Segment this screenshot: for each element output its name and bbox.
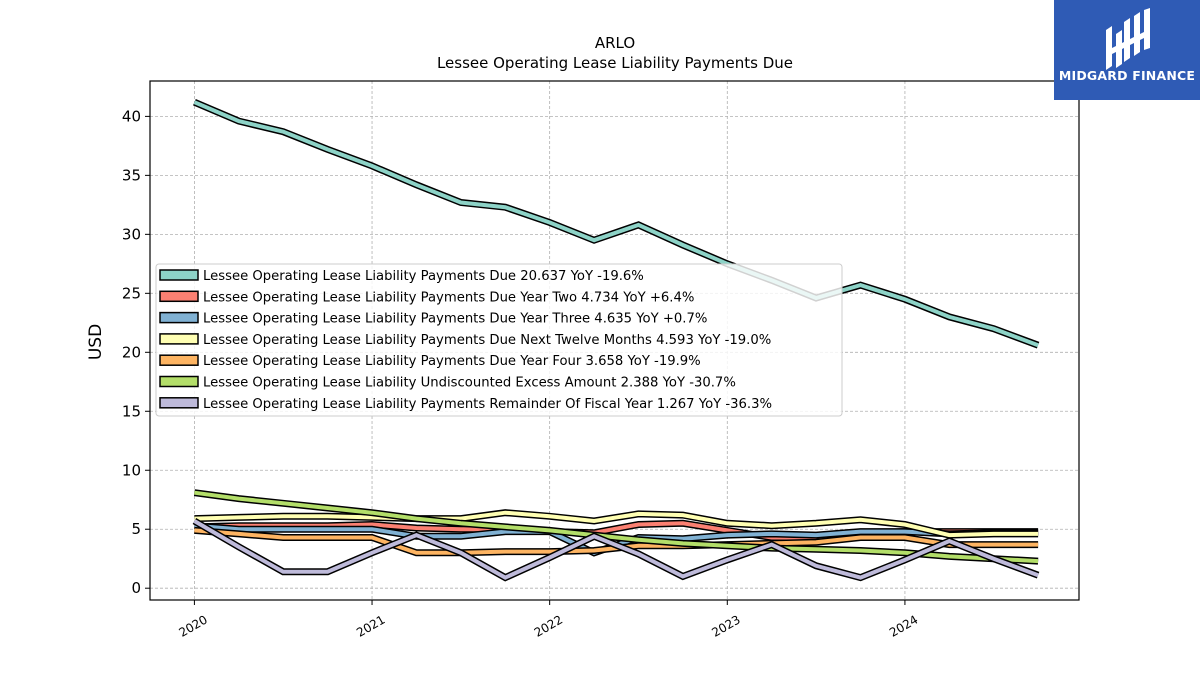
legend-entry: Lessee Operating Lease Liability Payment… (203, 312, 707, 327)
x-tick-label: 2022 (532, 612, 565, 639)
y-tick-label: 0 (131, 579, 141, 597)
legend-entry: Lessee Operating Lease Liability Payment… (203, 397, 772, 412)
x-tick-label: 2020 (176, 612, 209, 639)
legend-entry: Lessee Operating Lease Liability Undisco… (203, 376, 736, 391)
legend: Lessee Operating Lease Liability Payment… (155, 263, 843, 417)
legend-swatch (159, 397, 199, 409)
legend-entry: Lessee Operating Lease Liability Payment… (203, 269, 644, 284)
y-tick-label: 20 (122, 343, 141, 361)
y-tick-label: 25 (122, 284, 141, 302)
series-line (192, 517, 1040, 582)
y-tick-label: 10 (122, 461, 141, 479)
legend-swatch (159, 290, 199, 303)
y-tick-label: 30 (122, 225, 141, 243)
legend-swatch (159, 375, 199, 388)
x-tick-label: 2021 (354, 612, 387, 639)
series-line-fill (194, 490, 1039, 564)
series-line-fill (193, 100, 1039, 348)
brand-logo: MIDGARD FINANCE (1054, 0, 1200, 100)
legend-entry: Lessee Operating Lease Liability Payment… (203, 354, 701, 369)
y-tick-label: 15 (122, 402, 141, 420)
series-line-fill (193, 519, 1039, 580)
midgard-logo-icon (1106, 8, 1150, 70)
x-tick-label: 2024 (887, 612, 920, 639)
legend-swatch (159, 269, 199, 281)
series-lines (192, 98, 1040, 582)
legend-swatch (159, 333, 199, 345)
legend-swatch (159, 311, 199, 324)
y-tick-label: 5 (131, 520, 141, 538)
plot-frame (149, 80, 1080, 601)
chart-title: ARLO (595, 34, 635, 52)
y-tick-label: 35 (122, 166, 141, 184)
brand-name: MIDGARD FINANCE (1058, 68, 1196, 83)
legend-box (155, 263, 843, 417)
chart-subtitle: Lessee Operating Lease Liability Payment… (437, 54, 793, 72)
legend-swatch (159, 354, 199, 366)
legend-entry: Lessee Operating Lease Liability Payment… (203, 290, 694, 305)
series-line (194, 509, 1039, 539)
y-tick-label: 40 (122, 107, 141, 125)
x-tick-label: 2023 (709, 612, 742, 639)
legend-entry: Lessee Operating Lease Liability Payment… (203, 333, 771, 348)
series-line (193, 98, 1040, 349)
series-line (193, 489, 1039, 565)
series-line-fill (194, 510, 1039, 538)
y-axis-label: USD (86, 324, 106, 360)
